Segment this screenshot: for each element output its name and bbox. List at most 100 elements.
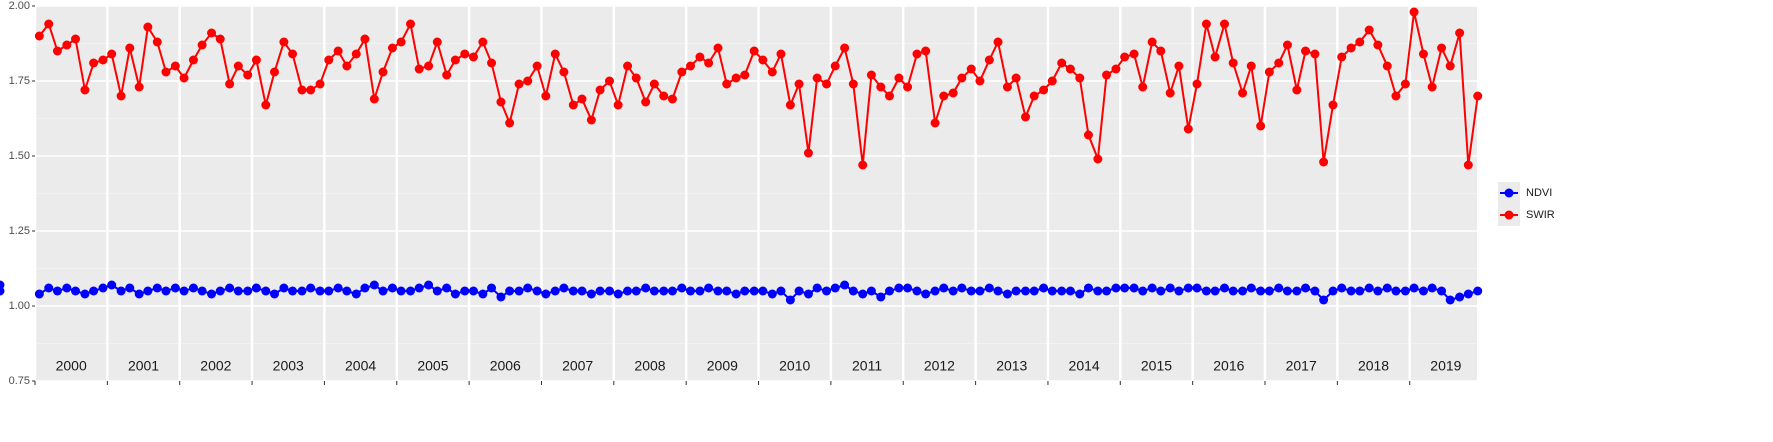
data-point [1238, 286, 1248, 296]
data-point [1102, 286, 1112, 296]
data-point [1310, 49, 1320, 59]
data-point [233, 286, 243, 296]
data-point [1364, 283, 1374, 293]
data-point [948, 88, 958, 98]
data-point [1228, 286, 1238, 296]
data-point [269, 67, 279, 77]
data-point [848, 286, 858, 296]
data-point [677, 283, 687, 293]
data-point [1129, 49, 1139, 59]
series-line [38, 11, 1479, 166]
data-point [62, 40, 72, 50]
data-point [288, 49, 298, 59]
data-point [116, 91, 126, 101]
data-point [894, 283, 904, 293]
data-point [1373, 40, 1383, 50]
data-point [984, 283, 994, 293]
data-point [1183, 124, 1193, 134]
data-point [1002, 289, 1012, 299]
data-point [577, 94, 587, 104]
data-point [306, 85, 316, 95]
data-point [1391, 91, 1401, 101]
data-point [577, 286, 587, 296]
data-point [1346, 286, 1356, 296]
data-point [1264, 286, 1274, 296]
data-point [1210, 52, 1220, 62]
year-label: 2001 [128, 358, 159, 374]
data-point [876, 82, 886, 92]
data-point [243, 286, 253, 296]
data-point [288, 286, 298, 296]
data-point [1391, 286, 1401, 296]
data-point [487, 283, 497, 293]
data-point [631, 73, 641, 83]
data-point [1165, 283, 1175, 293]
data-point [1120, 283, 1130, 293]
year-label: 2010 [779, 358, 810, 374]
year-label: 2006 [490, 358, 521, 374]
data-point [1473, 91, 1483, 101]
year-label: 2008 [634, 358, 665, 374]
data-point [432, 286, 442, 296]
data-point [333, 46, 343, 56]
data-point [324, 286, 334, 296]
data-point [143, 286, 153, 296]
data-point [34, 289, 44, 299]
data-point [1337, 283, 1347, 293]
data-point [731, 73, 741, 83]
year-label: 2014 [1069, 358, 1100, 374]
data-point [1409, 7, 1419, 17]
data-point [1147, 283, 1157, 293]
data-point [143, 22, 153, 32]
data-point [315, 286, 325, 296]
data-point [297, 85, 307, 95]
y-tick-label: 1.50 [9, 150, 30, 162]
data-point [966, 286, 976, 296]
data-point [1274, 58, 1284, 68]
data-point [749, 46, 759, 56]
data-point [1301, 283, 1311, 293]
data-point [649, 79, 659, 89]
data-point [487, 58, 497, 68]
data-point [1075, 289, 1085, 299]
data-point [1463, 160, 1473, 170]
data-point [749, 286, 759, 296]
data-point [324, 55, 334, 65]
data-point [948, 286, 958, 296]
data-point [1364, 25, 1374, 35]
data-point [740, 70, 750, 80]
data-point [207, 289, 217, 299]
data-point [604, 286, 614, 296]
data-point [966, 64, 976, 74]
data-point [866, 286, 876, 296]
data-point [568, 286, 578, 296]
data-point [939, 91, 949, 101]
data-point [432, 37, 442, 47]
data-point [1210, 286, 1220, 296]
data-point [541, 91, 551, 101]
data-point [1065, 286, 1075, 296]
data-point [776, 286, 786, 296]
data-point [1011, 73, 1021, 83]
data-point [396, 37, 406, 47]
data-point [52, 286, 62, 296]
data-point [957, 73, 967, 83]
data-point [568, 100, 578, 110]
data-point [134, 289, 144, 299]
data-point [659, 91, 669, 101]
data-point [785, 100, 795, 110]
data-point [803, 289, 813, 299]
data-point [1328, 286, 1338, 296]
data-point [279, 37, 289, 47]
legend-label: SWIR [1526, 209, 1555, 221]
data-point [496, 292, 506, 302]
data-point [342, 286, 352, 296]
data-point [1057, 286, 1067, 296]
data-point [1463, 289, 1473, 299]
data-point [623, 61, 633, 71]
data-point [1274, 283, 1284, 293]
data-point [1319, 295, 1329, 305]
data-point [188, 55, 198, 65]
data-point [1328, 100, 1338, 110]
year-label: 2007 [562, 358, 593, 374]
